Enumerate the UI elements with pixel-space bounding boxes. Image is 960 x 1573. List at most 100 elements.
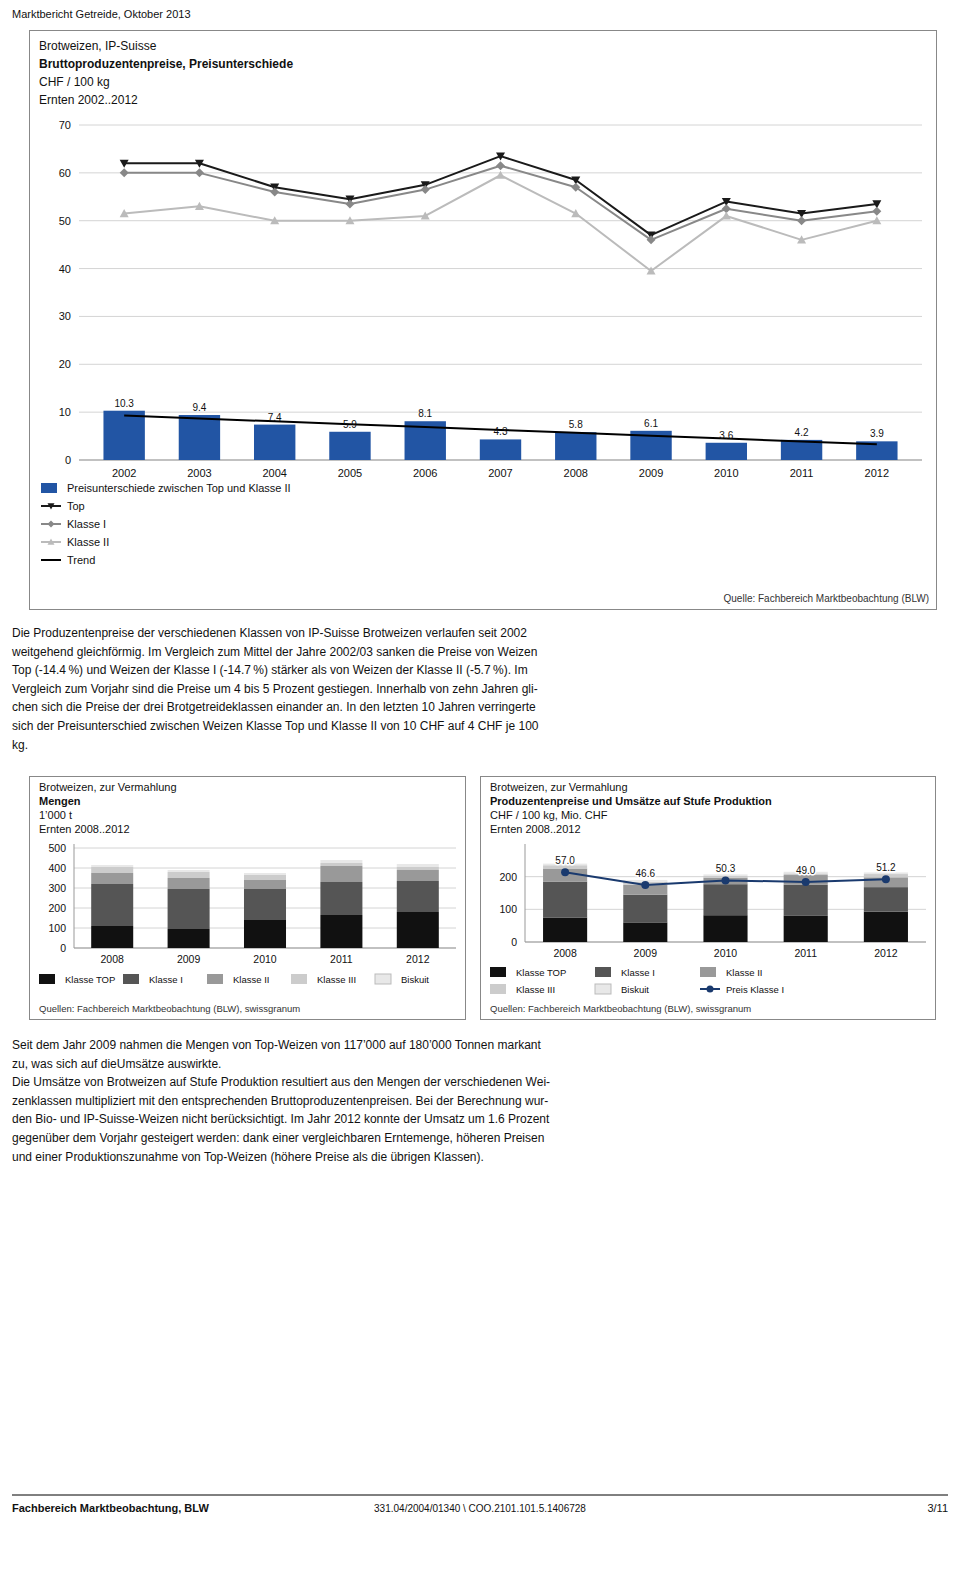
plot-marks <box>103 153 897 460</box>
marker <box>48 521 55 528</box>
text-block: Seit dem Jahr 2009 nahmen die Mengen von… <box>12 1036 550 1166</box>
line <box>124 416 877 445</box>
legend-label: Biskuit <box>401 974 429 985</box>
bar <box>244 875 286 880</box>
bar <box>320 860 362 863</box>
data-label: 4.3 <box>494 426 508 437</box>
x-tick-label: 2010 <box>253 953 277 965</box>
page-title: Marktbericht Getreide, Oktober 2013 <box>12 8 191 20</box>
chart-subtitle: Mengen <box>39 795 81 807</box>
marker <box>872 216 881 224</box>
marker <box>571 183 580 192</box>
y-tick-label: 400 <box>48 862 66 874</box>
legend-label: Klasse II <box>67 536 109 548</box>
bar <box>91 865 133 867</box>
x-tick-label: 2009 <box>177 953 201 965</box>
legend-swatch <box>41 483 57 493</box>
footer-page: 3/11 <box>927 1502 948 1514</box>
y-axis-line <box>74 844 75 948</box>
x-tick-label: 2005 <box>338 467 362 479</box>
grid-line <box>74 848 456 849</box>
x-tick-label: 2008 <box>564 467 588 479</box>
y-tick-label: 40 <box>59 263 71 275</box>
marker <box>421 211 430 219</box>
chart-annotation: CHF / 100 kg <box>39 75 110 89</box>
marker <box>120 209 129 217</box>
footer-left: Fachbereich Marktbeobachtung, BLW <box>12 1502 209 1514</box>
bar <box>91 926 133 948</box>
bar <box>864 887 908 912</box>
marker <box>882 875 890 883</box>
marker <box>722 211 731 219</box>
legend-label: Klasse I <box>149 974 183 985</box>
legend-label: Trend <box>67 554 95 566</box>
bar <box>244 873 286 875</box>
y-tick-label: 30 <box>59 310 71 322</box>
chart-annotation: 1’000 t <box>39 809 72 821</box>
bar <box>244 920 286 948</box>
legend-swatch <box>490 984 506 994</box>
y-tick-label: 200 <box>499 871 517 883</box>
marker <box>345 199 354 208</box>
bar <box>168 870 210 872</box>
y-tick-label: 70 <box>59 119 71 131</box>
y-tick-label: 100 <box>499 903 517 915</box>
footer-rule <box>12 1495 948 1496</box>
x-tick-label: 2011 <box>790 467 814 479</box>
legend-label: Preisunterschiede zwischen Top und Klass… <box>67 482 291 494</box>
marker <box>571 209 580 217</box>
bar <box>784 916 828 942</box>
legend-label: Klasse II <box>726 967 762 978</box>
marker <box>421 185 430 194</box>
legend-swatch <box>595 984 611 994</box>
marker <box>496 161 505 170</box>
marker <box>641 881 649 889</box>
x-tick-label: 2012 <box>874 947 898 959</box>
marker <box>647 235 656 244</box>
bar <box>91 867 133 873</box>
data-labels: 10.39.47.45.98.14.35.86.13.64.23.9 <box>114 398 884 441</box>
chart: Brotweizen, zur VermahlungProduzentenpre… <box>480 776 936 1020</box>
chart-title: Brotweizen, zur Vermahlung <box>39 781 177 793</box>
bar <box>864 912 908 942</box>
legend-label: Klasse I <box>621 967 655 978</box>
bar <box>254 425 295 460</box>
data-label: 4.2 <box>795 427 809 438</box>
x-tick-label: 2008 <box>101 953 125 965</box>
x-tick-label: 2004 <box>262 467 286 479</box>
x-tick-label: 2006 <box>413 467 437 479</box>
data-label: 6.1 <box>644 418 658 429</box>
grid-line <box>79 364 922 365</box>
bar <box>784 885 828 916</box>
marker <box>707 986 714 993</box>
data-label: 5.9 <box>343 419 357 430</box>
y-tick-label: 100 <box>48 922 66 934</box>
y-axis-line <box>525 844 526 942</box>
grid-line <box>79 316 922 317</box>
bar <box>244 880 286 889</box>
x-tick-label: 2012 <box>865 467 889 479</box>
y-tick-label: 0 <box>65 454 71 466</box>
y-tick-label: 300 <box>48 882 66 894</box>
y-tick-label: 0 <box>60 942 66 954</box>
data-label: 49.0 <box>796 865 816 876</box>
legend-label: Klasse III <box>516 984 555 995</box>
bar <box>397 881 439 912</box>
legend-swatch <box>375 974 391 984</box>
legend-label: Klasse III <box>317 974 356 985</box>
x-tick-label: 2008 <box>553 947 577 959</box>
data-label: 46.6 <box>636 868 656 879</box>
data-label: 9.4 <box>192 402 206 413</box>
chart-annotation: CHF / 100 kg, Mio. CHF <box>490 809 608 821</box>
marker <box>120 168 129 177</box>
bar <box>397 864 439 867</box>
marker <box>797 235 806 243</box>
bar <box>320 882 362 915</box>
bar <box>320 915 362 948</box>
plot-marks <box>91 860 439 948</box>
text-block: Die Produzentenpreise der verschiedenen … <box>12 624 538 754</box>
marker <box>270 188 279 197</box>
marker <box>561 868 569 876</box>
bar <box>91 884 133 926</box>
data-label: 3.6 <box>719 430 733 441</box>
